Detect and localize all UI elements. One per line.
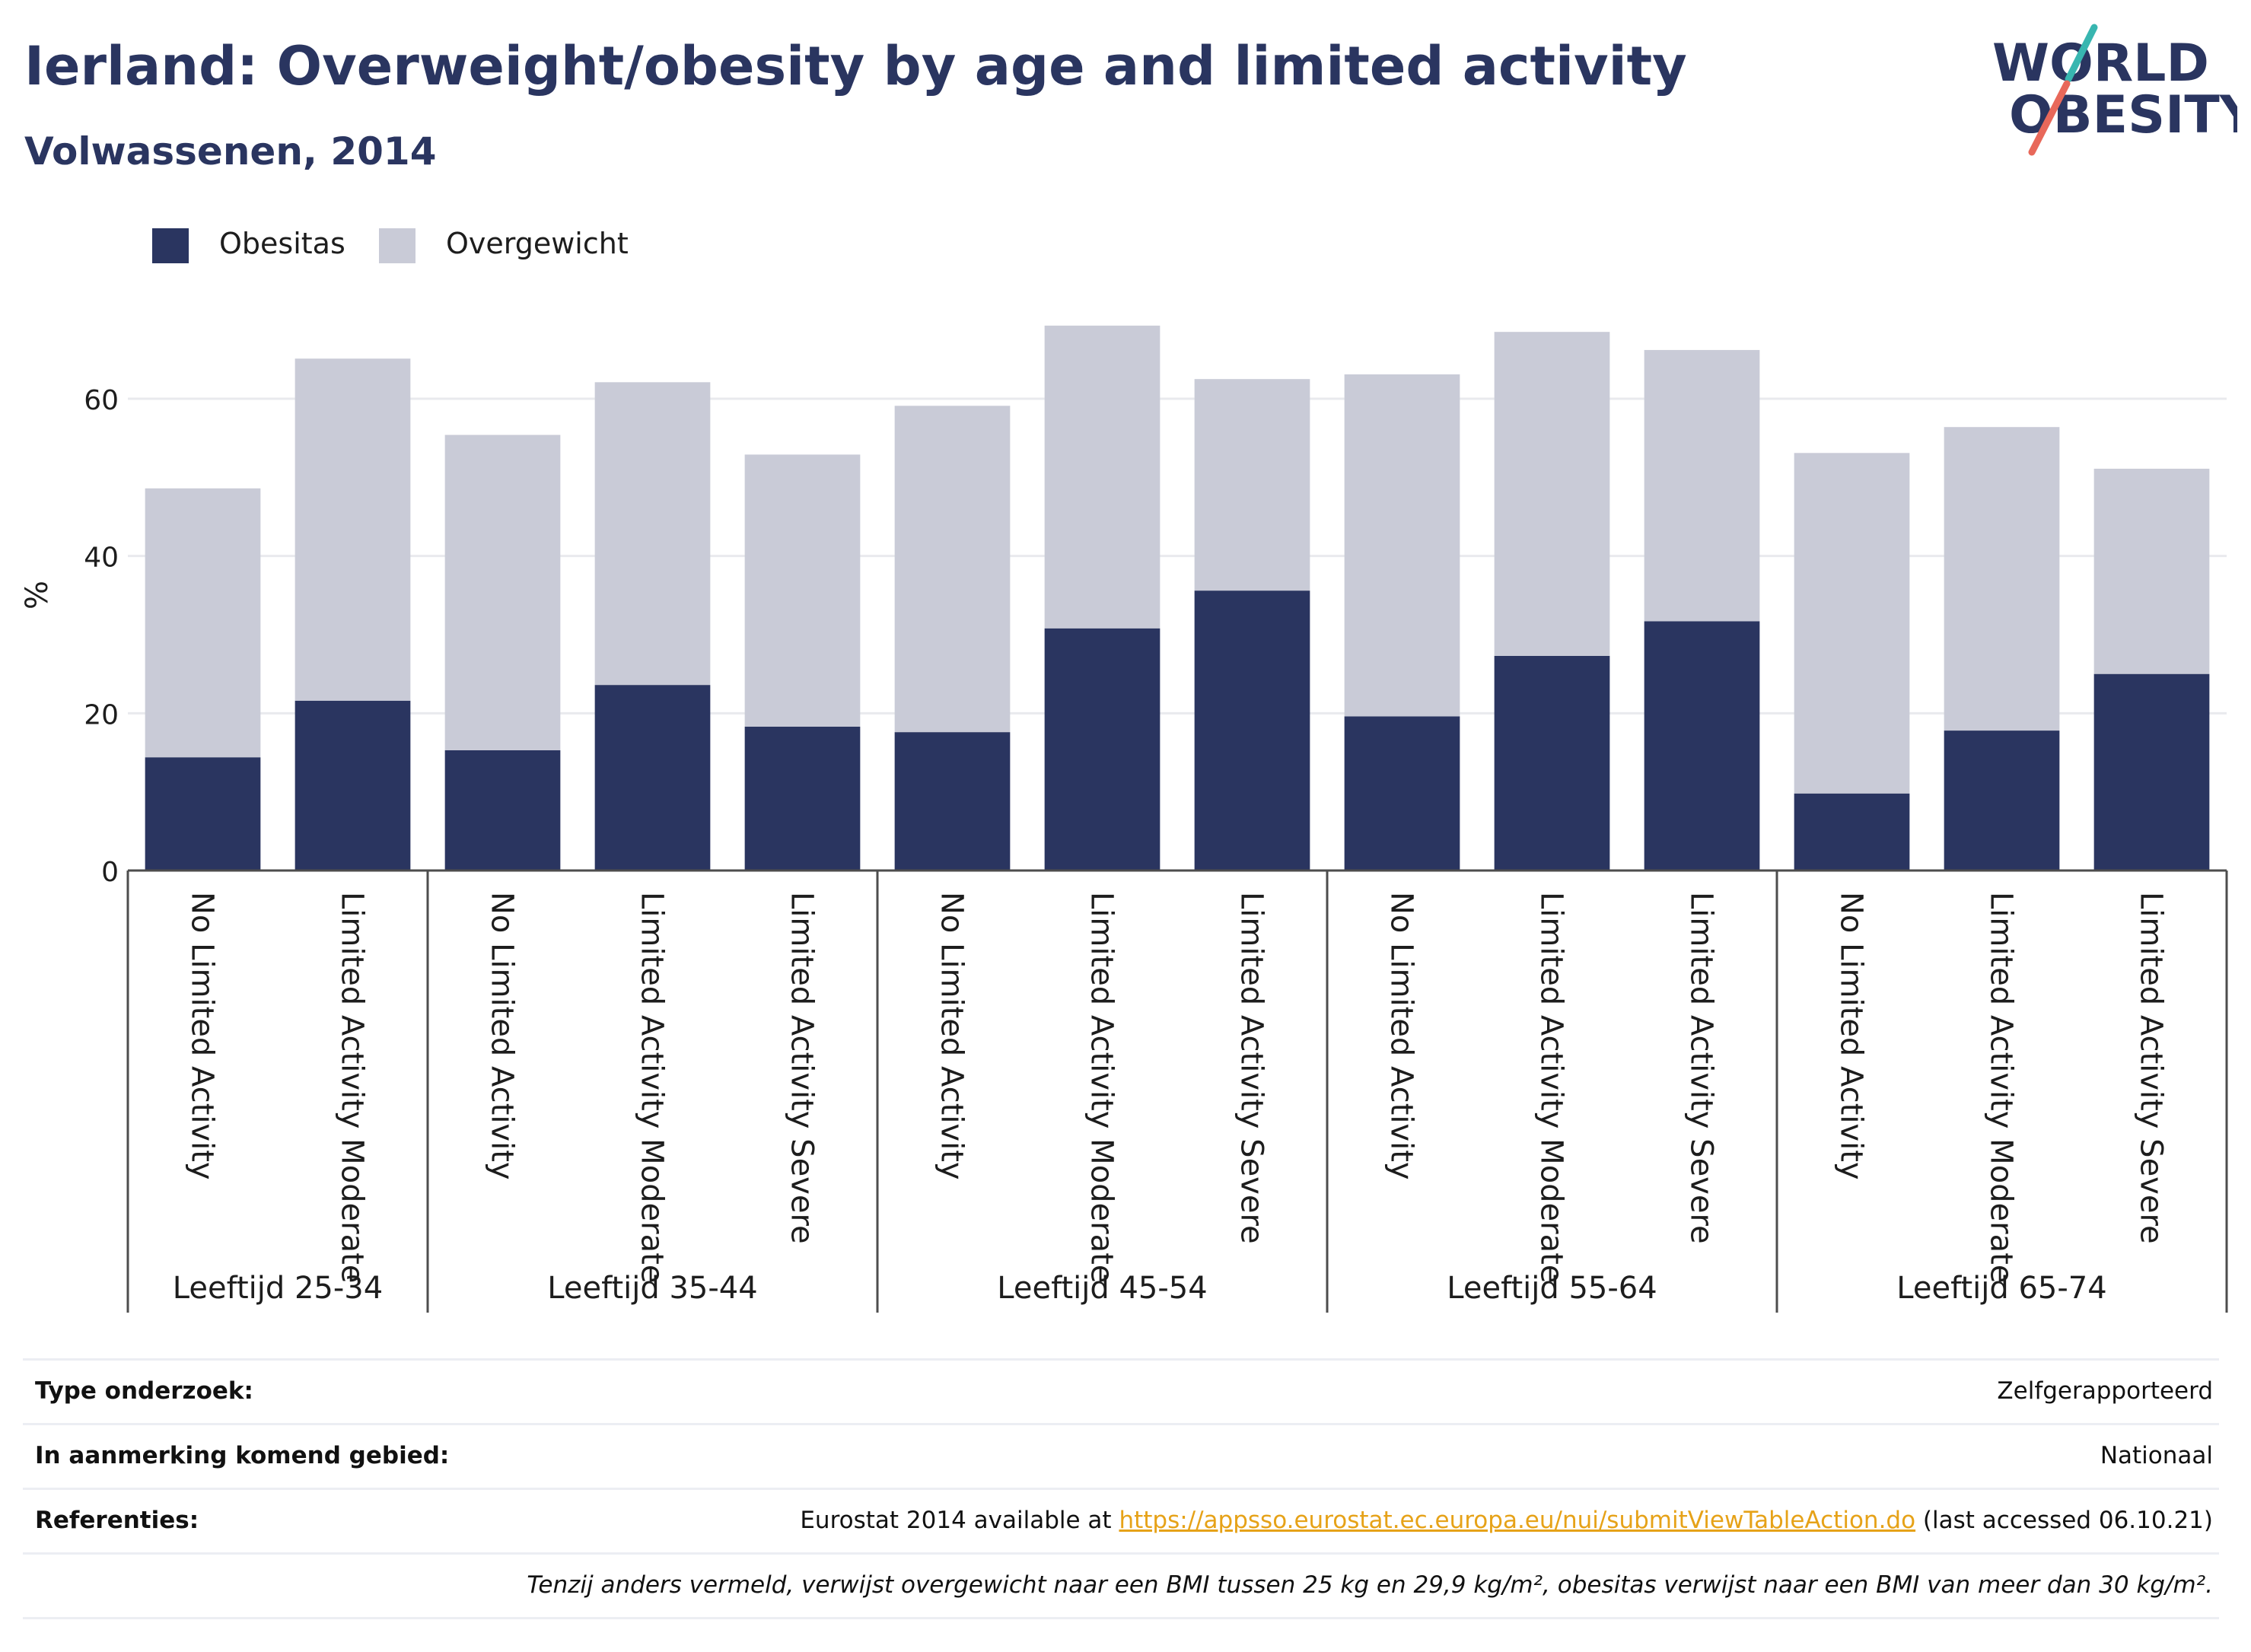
y-tick-label: 0 [101,857,119,888]
info-table: Type onderzoek: Zelfgerapporteerd In aan… [23,1358,2219,1619]
bar-obesitas-2[interactable] [295,700,411,871]
info-row-area: In aanmerking komend gebied: Nationaal [23,1423,2219,1488]
chart-subtitle: Volwassenen, 2014 [24,129,437,173]
legend-swatch-obesitas [152,228,189,263]
group-label: Leeftijd 25-34 [173,1271,383,1306]
x-category-label: Limited Activity Moderate [335,892,370,1283]
x-category-label: Limited Activity Moderate [1534,892,1569,1283]
x-category-label: No Limited Activity [1834,892,1869,1180]
x-category-label: Limited Activity Severe [1684,892,1719,1244]
reference-suffix: (last accessed 06.10.21) [1915,1507,2213,1534]
info-label-survey-type: Type onderzoek: [35,1377,253,1405]
info-value-references: Eurostat 2014 available at https://appss… [800,1507,2213,1534]
info-row-note: Tenzij anders vermeld, verwijst overgewi… [23,1552,2219,1619]
legend-label-obesitas: Obesitas [219,227,345,260]
group-label: Leeftijd 45-54 [997,1271,1207,1306]
bar-obesitas-5[interactable] [744,726,861,871]
world-obesity-logo: WORLD OBESITY [1992,24,2237,156]
bar-overgewicht-13[interactable] [1944,427,2060,731]
bar-overgewicht-9[interactable] [1344,374,1460,717]
bar-overgewicht-6[interactable] [894,406,1011,733]
bar-overgewicht-12[interactable] [1794,453,1910,794]
logo-text-world: WORLD [1992,33,2209,94]
bar-obesitas-9[interactable] [1344,716,1460,871]
bar-overgewicht-7[interactable] [1044,325,1161,629]
bar-overgewicht-2[interactable] [295,358,411,701]
bar-obesitas-13[interactable] [1944,731,2060,871]
info-row-references: Referenties: Eurostat 2014 available at … [23,1488,2219,1552]
group-label: Leeftijd 35-44 [547,1271,757,1306]
legend-label-overgewicht: Overgewicht [446,227,629,260]
info-value-area: Nationaal [2100,1442,2213,1469]
y-tick-label: 60 [84,385,119,416]
info-row-survey-type: Type onderzoek: Zelfgerapporteerd [23,1358,2219,1423]
bar-obesitas-7[interactable] [1044,628,1161,871]
x-category-label: No Limited Activity [485,892,520,1180]
x-category-label: Limited Activity Severe [785,892,820,1244]
bar-overgewicht-14[interactable] [2093,468,2210,674]
bar-overgewicht-3[interactable] [444,434,561,750]
bar-overgewicht-1[interactable] [145,488,261,758]
bar-obesitas-6[interactable] [894,732,1011,871]
reference-prefix: Eurostat 2014 available at [800,1507,1119,1534]
x-category-label: No Limited Activity [1384,892,1419,1180]
bar-overgewicht-11[interactable] [1644,349,1760,622]
stacked-bar-chart: 0 20 40 60 No Limited Activity Limited Activi… [20,325,2228,1313]
info-label-references: Referenties: [35,1507,199,1534]
bar-overgewicht-10[interactable] [1494,332,1610,656]
gridlines [128,397,2227,715]
x-category-label: No Limited Activity [185,892,220,1180]
info-label-area: In aanmerking komend gebied: [35,1442,450,1469]
y-tick-label: 20 [84,699,119,731]
bar-obesitas-3[interactable] [444,750,561,871]
bar-overgewicht-4[interactable] [594,382,711,686]
bars [145,325,2210,871]
bar-obesitas-1[interactable] [145,757,261,871]
x-category-label: Limited Activity Severe [2134,892,2169,1244]
logo-slash-red [2028,80,2071,156]
x-category-label: Limited Activity Moderate [635,892,670,1283]
bar-overgewicht-5[interactable] [744,454,861,727]
axes: 0 20 40 60 No Limited Activity Limited Activi… [84,385,2228,1313]
y-axis-label: % [20,581,55,610]
group-label: Leeftijd 65-74 [1896,1271,2106,1306]
bar-obesitas-10[interactable] [1494,655,1610,871]
bar-obesitas-8[interactable] [1194,590,1310,871]
bar-obesitas-11[interactable] [1644,621,1760,871]
logo-slash-teal [2065,24,2098,83]
bar-obesitas-14[interactable] [2093,673,2210,871]
group-label: Leeftijd 55-64 [1447,1271,1657,1306]
bar-obesitas-12[interactable] [1794,793,1910,871]
bar-overgewicht-8[interactable] [1194,379,1310,591]
bar-obesitas-4[interactable] [594,685,711,871]
x-category-label: Limited Activity Moderate [1984,892,2019,1283]
legend-swatch-overgewicht [379,228,415,263]
y-tick-label: 40 [84,543,119,574]
x-category-label: No Limited Activity [934,892,969,1180]
definition-note: Tenzij anders vermeld, verwijst overgewi… [527,1571,2213,1599]
x-category-label: Limited Activity Moderate [1084,892,1119,1283]
info-value-survey-type: Zelfgerapporteerd [1997,1377,2213,1405]
x-category-label: Limited Activity Severe [1234,892,1269,1244]
chart-title: Ierland: Overweight/obesity by age and l… [24,35,1687,97]
reference-link[interactable]: https://appsso.eurostat.ec.europa.eu/nui… [1119,1507,1916,1534]
